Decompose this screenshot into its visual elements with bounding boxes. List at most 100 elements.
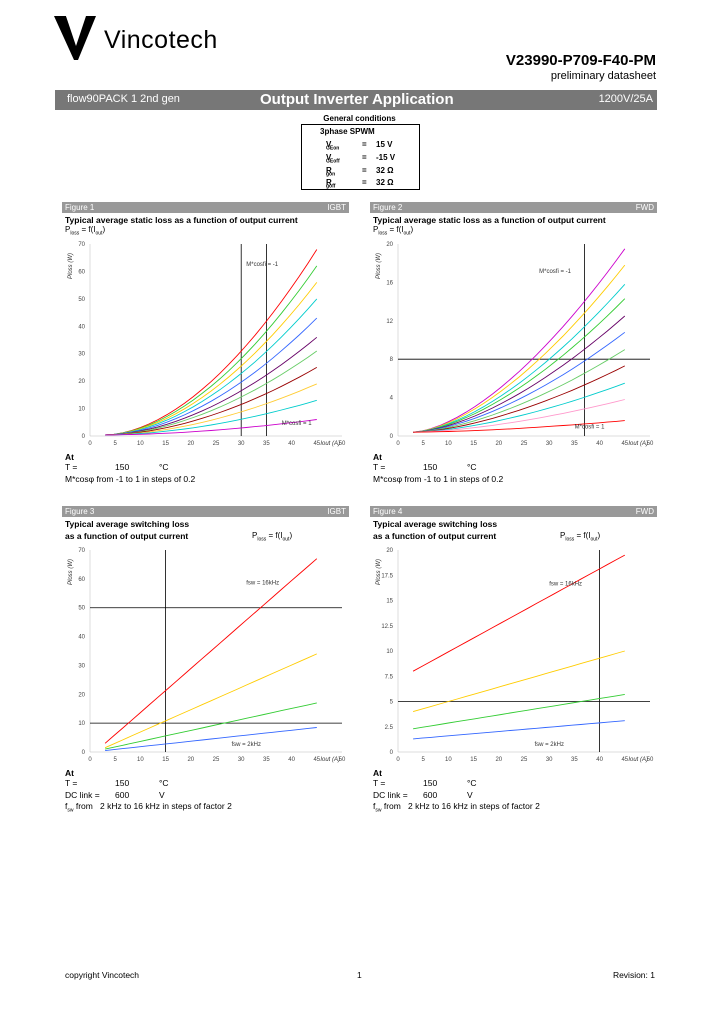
series-line [413,283,626,433]
part-number: V23990-P709-F40-PM [505,52,656,69]
x-axis-label: Iout (A) [320,757,340,763]
series-line [105,249,318,436]
chart: 0 5 10 15 20 25 30 35 40 45 50 0 2.5 5 7.5 10 12.5 15 17.5… [376,548,654,763]
figure-header: Figure 3 IGBT [62,506,349,517]
conditions-temp-label: T = [65,462,78,472]
logo [52,14,102,62]
y-tick-label: 10 [386,649,393,655]
x-tick-label: 10 [445,441,452,447]
figure-formula: Ploss = f(Iout) [252,531,293,543]
series-line [412,554,626,672]
figure-1: Figure 1 IGBT Typical average static loss … [62,202,349,502]
conditions-dc-unit: V [467,790,473,800]
x-tick-label: 0 [396,757,400,763]
series-line [413,693,625,730]
series-line [413,365,626,433]
gc-sym: V GEoff [326,153,340,165]
y-tick-label: 60 [78,577,85,583]
figure-title: Typical average switching loss [373,519,498,529]
figure-label: Figure 4 [373,507,403,516]
figure-title: Typical average static loss as a functio… [373,215,606,225]
figure-tag: FWD [635,507,654,516]
x-tick-label: 20 [187,441,194,447]
footer-revision: Revision: 1 [612,970,655,980]
x-axis-label: Iout (A) [320,441,340,447]
y-tick-label: 10 [78,407,85,413]
x-tick-label: 50 [339,757,346,763]
series-line [413,382,625,433]
conditions-at: At [65,452,74,462]
y-tick-label: 4 [390,396,394,402]
x-tick-label: 30 [238,441,245,447]
figure-tag: FWD [635,203,654,212]
series-line [413,248,626,433]
x-tick-label: 5 [114,757,118,763]
y-tick-label: 0 [82,750,86,756]
series-line [413,399,625,433]
x-tick-label: 45 [313,757,320,763]
chart: 0 5 10 15 20 25 30 35 40 45 50 0 10 20 30 40 50 60 70 Ploss… [68,242,346,447]
series-line [413,298,626,433]
x-tick-label: 15 [162,441,169,447]
y-tick-label: 15 [386,599,393,605]
figure-2: Figure 2 FWD Typical average static loss a… [370,202,657,502]
figure-header: Figure 2 FWD [370,202,657,213]
x-tick-label: 45 [621,441,628,447]
y-tick-label: 2.5 [385,725,394,731]
series-line [413,349,626,433]
x-tick-label: 25 [521,441,528,447]
annotation-bottom: fsw = 2kHz [231,742,261,748]
series-line [105,383,317,436]
conditions-temp-label: T = [65,778,78,788]
x-tick-label: 25 [521,757,528,763]
gc-eq: = [362,178,367,187]
series-line [413,420,625,433]
y-tick-label: 20 [386,242,393,248]
series-line [105,282,318,436]
x-tick-label: 50 [339,441,346,447]
x-tick-label: 0 [88,757,92,763]
y-tick-label: 7.5 [385,674,394,680]
figure-tag: IGBT [327,507,346,516]
figure-3: Figure 3 IGBT Typical average switching lo… [62,506,349,826]
y-tick-label: 0 [390,434,394,440]
conditions-dc-value: 600 [423,790,438,800]
y-tick-label: 20 [78,379,85,385]
x-tick-label: 35 [263,441,270,447]
x-tick-label: 20 [495,441,502,447]
x-tick-label: 10 [445,757,452,763]
x-tick-label: 10 [137,441,144,447]
gc-val: -15 V [376,153,396,162]
conditions-fsw-value: 2 kHz to 16 kHz in steps of factor 2 [408,801,540,811]
series-line [105,336,318,436]
figure-4: Figure 4 FWD Typical average switching los… [370,506,657,826]
conditions-at: At [373,768,382,778]
x-tick-label: 20 [495,757,502,763]
x-tick-label: 25 [213,441,220,447]
series-line [413,264,626,433]
gc-val: 32 Ω [376,178,394,187]
figure-title: Typical average switching loss [65,519,190,529]
x-tick-label: 10 [137,757,144,763]
annotation-top: M*cosfi = -1 [539,269,572,275]
conditions-fsw-value: 2 kHz to 16 kHz in steps of factor 2 [100,801,232,811]
x-tick-label: 30 [546,441,553,447]
annotation-bottom: M*cosfi = 1 [575,424,606,430]
figure-title-line2: as a function of output current [373,531,497,541]
y-tick-label: 40 [78,635,85,641]
x-tick-label: 40 [288,757,295,763]
figure-title-line2: as a function of output current [65,531,189,541]
figure-tag: IGBT [327,203,346,212]
figure-label: Figure 2 [373,203,403,212]
gc-eq: = [362,140,367,149]
series-line [105,317,318,436]
figure-formula: Ploss = f(Iout) [373,225,414,237]
figure-formula: Ploss = f(Iout) [65,225,106,237]
band-left: flow90PACK 1 2nd gen [67,93,180,105]
figure-label: Figure 3 [65,507,95,516]
title-band: flow90PACK 1 2nd gen Output Inverter App… [55,90,657,110]
gc-sym: V GEon [326,140,340,152]
y-tick-label: 20 [78,692,85,698]
y-tick-label: 0 [390,750,394,756]
figure-formula: Ploss = f(Iout) [560,531,601,543]
